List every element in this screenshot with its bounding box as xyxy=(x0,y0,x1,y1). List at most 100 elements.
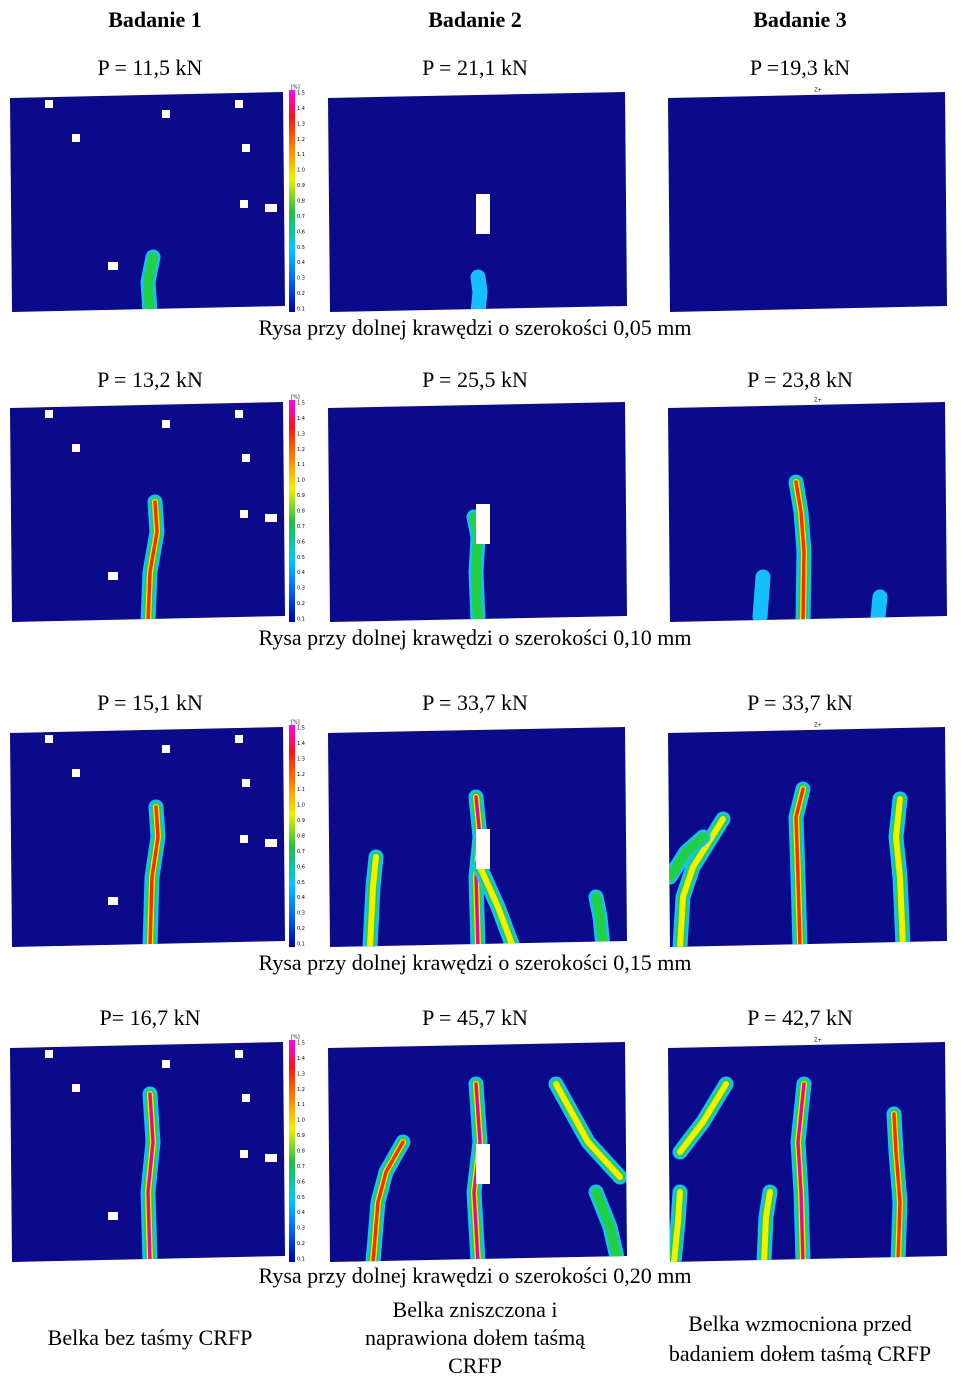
cracks xyxy=(140,249,161,312)
data-gap xyxy=(72,1084,80,1092)
colorbar-tick: 0.2 xyxy=(297,601,305,607)
data-gap xyxy=(240,1150,248,1158)
crack xyxy=(591,892,608,947)
colorbar xyxy=(289,400,295,622)
row-caption: Rysa przy dolnej krawędzi o szerokości 0… xyxy=(259,950,692,975)
load-label: P = 33,7 kN xyxy=(422,690,528,715)
colorbar-tick: 1.5 xyxy=(297,91,305,97)
strain-map xyxy=(10,727,285,947)
data-gap xyxy=(242,144,250,152)
data-gap xyxy=(72,134,80,142)
strain-map xyxy=(328,1042,627,1262)
data-gap xyxy=(240,510,248,518)
crack xyxy=(677,1081,729,1155)
data-gap xyxy=(476,504,490,544)
data-gap xyxy=(45,1050,53,1058)
map-area xyxy=(668,92,947,312)
colorbar-tick: 1.5 xyxy=(297,401,305,407)
data-gap xyxy=(476,1144,490,1184)
data-gap xyxy=(235,735,243,743)
column-header: Badanie 2 xyxy=(428,7,522,32)
colorbar-tick: 0.8 xyxy=(297,199,305,205)
crack xyxy=(148,805,160,947)
crack xyxy=(143,252,158,312)
strain-map xyxy=(328,402,627,622)
colorbar-unit: [%] xyxy=(291,1035,300,1041)
data-gap xyxy=(265,1154,277,1162)
data-gap xyxy=(240,200,248,208)
data-gap xyxy=(108,572,118,580)
load-label: P = 33,7 kN xyxy=(747,690,853,715)
colorbar-tick: 1.4 xyxy=(297,741,305,747)
colorbar-tick: 0.1 xyxy=(297,307,305,313)
data-gap xyxy=(45,100,53,108)
data-gap xyxy=(45,735,53,743)
colorbar-tick: 1.3 xyxy=(297,756,305,762)
data-gap xyxy=(108,262,118,270)
crack xyxy=(752,569,771,622)
data-gap xyxy=(72,444,80,452)
colorbar-tick: 1.2 xyxy=(297,447,305,453)
load-label: P = 45,7 kN xyxy=(422,1005,528,1030)
colorbar-tick: 0.6 xyxy=(297,864,305,870)
colorbar-tick: 1.4 xyxy=(297,416,305,422)
data-gap xyxy=(265,839,277,847)
data-gap xyxy=(108,1212,118,1220)
data-gap xyxy=(45,410,53,418)
colorbar-tick: 0.2 xyxy=(297,291,305,297)
crack xyxy=(761,1189,773,1262)
column-description: CRFP xyxy=(448,1353,502,1378)
load-label: P =19,3 kN xyxy=(750,55,850,80)
crack xyxy=(146,500,159,622)
colorbar-tick: 0.9 xyxy=(297,493,305,499)
colorbar-tick: 1.0 xyxy=(297,168,305,174)
strain-map xyxy=(668,727,947,947)
load-label: P = 15,1 kN xyxy=(97,690,203,715)
cracks xyxy=(140,494,165,622)
colorbar-tick: 1.4 xyxy=(297,1056,305,1062)
colorbar-tick: 0.9 xyxy=(297,183,305,189)
colorbar-tick: 0.4 xyxy=(297,1210,305,1216)
axis-marker: Z+ xyxy=(814,88,822,94)
load-label: P = 13,2 kN xyxy=(97,367,203,392)
colorbar-tick: 0.1 xyxy=(297,617,305,623)
map-area xyxy=(668,727,947,947)
colorbar-tick: 1.3 xyxy=(297,1071,305,1077)
colorbar-tick: 0.2 xyxy=(297,1241,305,1247)
data-gap xyxy=(162,420,170,428)
colorbar-unit: [%] xyxy=(291,395,300,401)
colorbar-tick: 1.3 xyxy=(297,121,305,127)
data-gap xyxy=(240,835,248,843)
strain-map xyxy=(10,1042,285,1262)
data-gap xyxy=(162,745,170,753)
colorbar-tick: 1.1 xyxy=(297,1102,305,1108)
strain-map xyxy=(668,1042,947,1262)
colorbar-tick: 0.5 xyxy=(297,245,305,251)
crack xyxy=(470,269,488,312)
colorbar-tick: 0.9 xyxy=(297,818,305,824)
crack xyxy=(671,1189,683,1262)
row-caption: Rysa przy dolnej krawędzi o szerokości 0… xyxy=(259,625,692,650)
colorbar-tick: 0.5 xyxy=(297,555,305,561)
data-gap xyxy=(235,1050,243,1058)
data-gap xyxy=(235,100,243,108)
column-header: Badanie 3 xyxy=(753,7,847,32)
crack xyxy=(668,832,708,882)
data-gap xyxy=(108,897,118,905)
data-gap xyxy=(162,110,170,118)
crack xyxy=(796,1082,806,1262)
column-description: Belka wzmocniona przed xyxy=(688,1311,912,1336)
data-gap xyxy=(476,194,490,234)
colorbar-tick: 0.8 xyxy=(297,834,305,840)
column-description: naprawiona dołem taśmą xyxy=(365,1325,585,1350)
crack xyxy=(146,1092,155,1262)
colorbar-tick: 0.8 xyxy=(297,1149,305,1155)
colorbar-tick: 1.2 xyxy=(297,137,305,143)
column-description: Belka zniszczona i xyxy=(393,1297,558,1322)
colorbar-unit: [%] xyxy=(291,85,300,91)
cracks xyxy=(362,789,611,947)
colorbar-tick: 0.6 xyxy=(297,229,305,235)
data-gap xyxy=(265,514,277,522)
colorbar-unit: [%] xyxy=(291,720,300,726)
colorbar-tick: 0.7 xyxy=(297,1164,305,1170)
